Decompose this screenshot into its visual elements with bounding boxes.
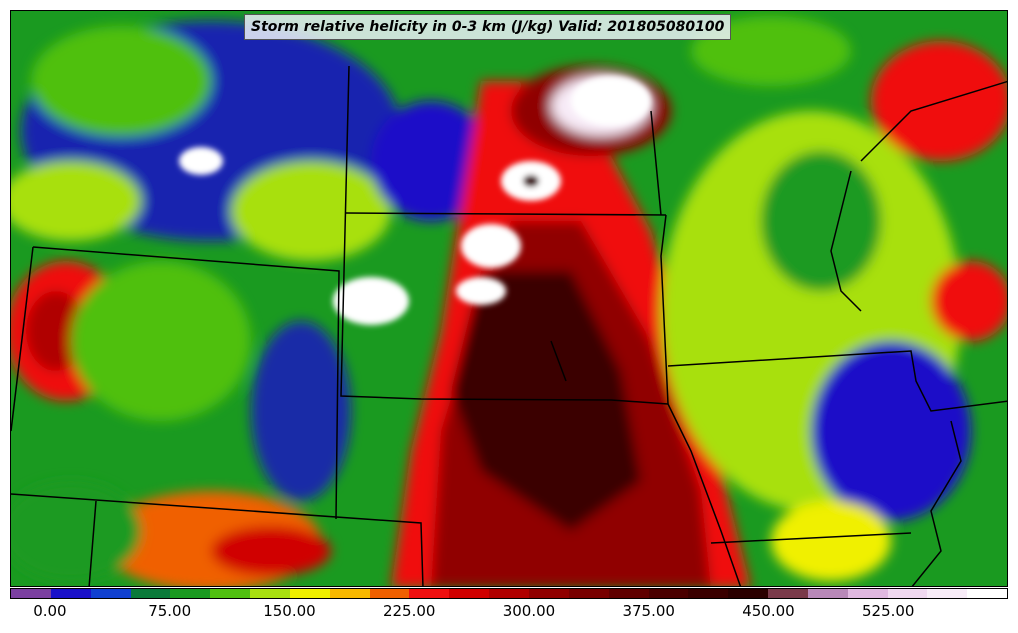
- colorbar-swatch: [728, 589, 769, 598]
- colorbar-swatch: [50, 589, 91, 598]
- colorbar-swatch: [329, 589, 370, 598]
- colorbar-swatch: [688, 589, 729, 598]
- colorbar-tick-label: 375.00: [622, 602, 675, 620]
- colorbar-tick-label: 300.00: [502, 602, 556, 620]
- colorbar-swatch: [369, 589, 410, 598]
- colorbar-swatch: [608, 589, 649, 598]
- colorbar-swatch: [449, 589, 490, 598]
- colorbar-swatch: [170, 589, 211, 598]
- colorbar-tick-label: 225.00: [382, 602, 436, 620]
- colorbar-tick-label: 525.00: [861, 602, 915, 620]
- helicity-map: [11, 11, 1007, 586]
- colorbar-swatch: [250, 589, 290, 598]
- colorbar-swatch: [927, 589, 968, 598]
- colorbar-swatch: [887, 589, 928, 598]
- colorbar-tick-label: 450.00: [742, 602, 795, 620]
- colorbar-swatch: [90, 589, 131, 598]
- helicity-field: [11, 16, 1007, 586]
- colorbar-ticks: 0.00 75.00 150.00 225.00 300.00 375.00 450.00 5…: [10, 602, 1008, 624]
- colorbar-swatch: [847, 589, 888, 598]
- colorbar-tick-label: 0.00: [33, 602, 67, 620]
- colorbar-swatch: [130, 589, 171, 598]
- colorbar-swatch: [210, 589, 251, 598]
- colorbar-tick-label: 150.00: [263, 602, 316, 620]
- colorbar-swatch: [807, 589, 848, 598]
- colorbar-swatch: [11, 589, 51, 598]
- colorbar-swatch: [568, 589, 609, 598]
- colorbar-tick-label: 75.00: [148, 602, 192, 620]
- colorbar-swatch: [289, 589, 330, 598]
- peak-patches: [179, 76, 651, 325]
- colorbar-swatch: [768, 589, 808, 598]
- colorbar-swatch: [967, 589, 1008, 598]
- colorbar: [10, 588, 1008, 599]
- colorbar-swatch: [409, 589, 450, 598]
- state-boundaries: [11, 65, 1007, 586]
- map-title: Storm relative helicity in 0-3 km (J/kg)…: [244, 14, 732, 40]
- colorbar-swatch: [528, 589, 569, 598]
- colorbar-swatch: [489, 589, 529, 598]
- colorbar-swatch: [648, 589, 689, 598]
- map-panel: [10, 10, 1008, 587]
